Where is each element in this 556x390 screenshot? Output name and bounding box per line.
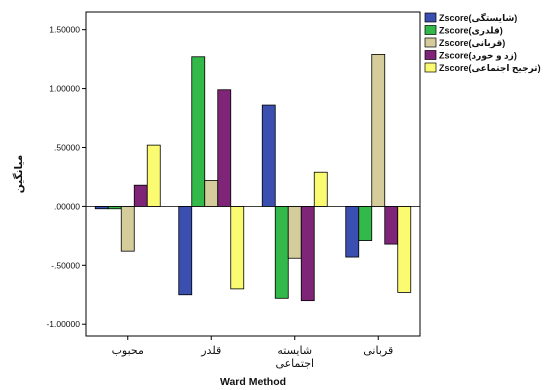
legend-swatch (424, 50, 437, 60)
x-axis: محبوب قلدر شایسته اجتماعی قربانی (112, 336, 393, 370)
legend-label: Zscore(زد و خورد) (439, 51, 517, 62)
legend-label: Zscore(قربانی) (439, 38, 505, 49)
y-tick-label: 1.00000 (49, 84, 80, 94)
bar (313, 171, 328, 207)
legend-swatch (424, 37, 437, 48)
y-tick-label: .00000 (54, 201, 80, 211)
bars-group (94, 54, 412, 302)
legend-label: Zscore(ترجیح اجتماعی) (439, 63, 541, 74)
bar (371, 54, 386, 207)
y-tick-label: 1.50000 (49, 25, 80, 35)
y-axis: -1.00000 -.50000 .00000 .50000 1.00000 1.5000… (46, 25, 86, 329)
bar (397, 205, 412, 293)
bar (204, 180, 219, 207)
plot-frame (85, 11, 421, 337)
bar (230, 205, 245, 290)
bar (120, 205, 135, 252)
x-tick-label: شایسته اجتماعی (275, 345, 314, 370)
x-tick-label: محبوب (112, 345, 144, 357)
bar (345, 205, 360, 258)
y-tick-label: -.50000 (51, 260, 80, 270)
legend-swatch (424, 62, 437, 73)
bar (287, 205, 302, 259)
legend-swatch (424, 12, 437, 23)
x-axis-title: Ward Method (220, 376, 286, 388)
bar (300, 205, 315, 302)
bar (133, 184, 148, 207)
bar (358, 205, 373, 241)
bar (178, 205, 193, 296)
bar (146, 144, 161, 207)
y-tick-label: -1.00000 (46, 319, 80, 329)
y-tick-label: .50000 (54, 142, 80, 152)
bar (384, 205, 399, 245)
bar (261, 104, 276, 207)
bar (217, 89, 232, 207)
bar (191, 56, 206, 207)
legend: Zscore(شایستگی) Zscore(قلدری)Zscore(قربان… (424, 12, 541, 74)
y-axis-title: میانگین (12, 155, 25, 194)
legend-swatch (424, 25, 437, 35)
legend-label: Zscore(شایستگی) (439, 12, 517, 23)
bar (274, 205, 289, 299)
legend-label: Zscore(قلدری) (439, 26, 503, 37)
x-tick-label: قربانی (363, 345, 393, 357)
x-tick-label: قلدر (200, 345, 221, 357)
